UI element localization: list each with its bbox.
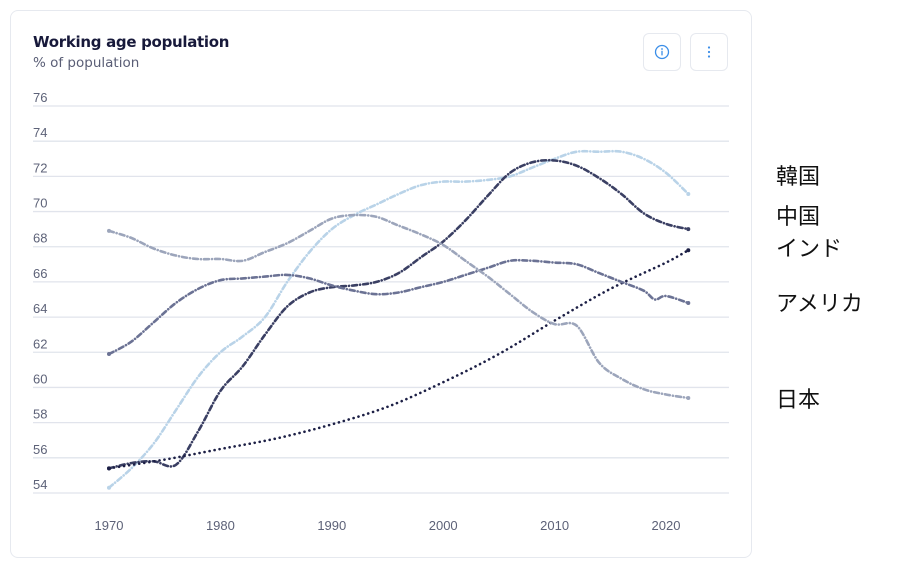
y-tick-label: 60 bbox=[33, 371, 47, 386]
x-axis-ticks: 1970 1980 1990 2000 2010 2020 bbox=[95, 518, 681, 533]
chart-title: Working age population bbox=[33, 33, 230, 51]
y-tick-label: 58 bbox=[33, 407, 47, 422]
y-tick-label: 56 bbox=[33, 442, 47, 457]
y-tick-label: 64 bbox=[33, 301, 47, 316]
chart-subtitle: % of population bbox=[33, 55, 140, 71]
legend-label: 韓国 bbox=[776, 165, 821, 190]
series-end-point bbox=[686, 248, 691, 253]
info-button[interactable] bbox=[643, 33, 681, 71]
series-line-1 bbox=[107, 158, 690, 470]
x-tick-label: 2000 bbox=[429, 518, 458, 533]
y-tick-label: 62 bbox=[33, 336, 47, 351]
legend-label: 日本 bbox=[776, 388, 821, 413]
y-axis-ticks: 76 74 72 70 68 66 64 62 60 58 56 54 bbox=[33, 90, 47, 492]
series-end-point bbox=[686, 396, 691, 401]
x-tick-label: 1990 bbox=[317, 518, 346, 533]
series-line-0 bbox=[107, 149, 690, 490]
y-tick-label: 66 bbox=[33, 266, 47, 281]
legend-label: アメリカ bbox=[776, 292, 863, 317]
y-tick-label: 54 bbox=[33, 477, 47, 492]
series-end-point bbox=[686, 301, 691, 306]
series-lines bbox=[107, 149, 691, 490]
gridlines bbox=[33, 105, 729, 494]
y-tick-label: 74 bbox=[33, 125, 47, 140]
series-start-point bbox=[107, 485, 111, 490]
x-tick-label: 2020 bbox=[652, 518, 681, 533]
series-line-4 bbox=[107, 213, 690, 400]
vertical-ellipsis-icon bbox=[707, 46, 711, 58]
series-start-point bbox=[107, 466, 111, 471]
more-options-button[interactable] bbox=[690, 33, 728, 71]
series-start-point bbox=[107, 352, 111, 357]
y-tick-label: 76 bbox=[33, 90, 47, 105]
info-circle-icon bbox=[654, 44, 670, 60]
series-line-2 bbox=[107, 248, 690, 470]
legend-label: インド bbox=[776, 237, 843, 262]
legend-label: 中国 bbox=[776, 205, 821, 230]
y-tick-label: 70 bbox=[33, 196, 47, 211]
x-tick-label: 2010 bbox=[540, 518, 569, 533]
series-end-point bbox=[686, 227, 691, 232]
y-tick-label: 68 bbox=[33, 231, 47, 246]
x-tick-label: 1980 bbox=[206, 518, 235, 533]
series-start-point bbox=[107, 228, 111, 233]
series-end-point bbox=[686, 191, 691, 196]
y-tick-label: 72 bbox=[33, 160, 47, 175]
x-tick-label: 1970 bbox=[95, 518, 124, 533]
series-line-3 bbox=[107, 258, 690, 356]
